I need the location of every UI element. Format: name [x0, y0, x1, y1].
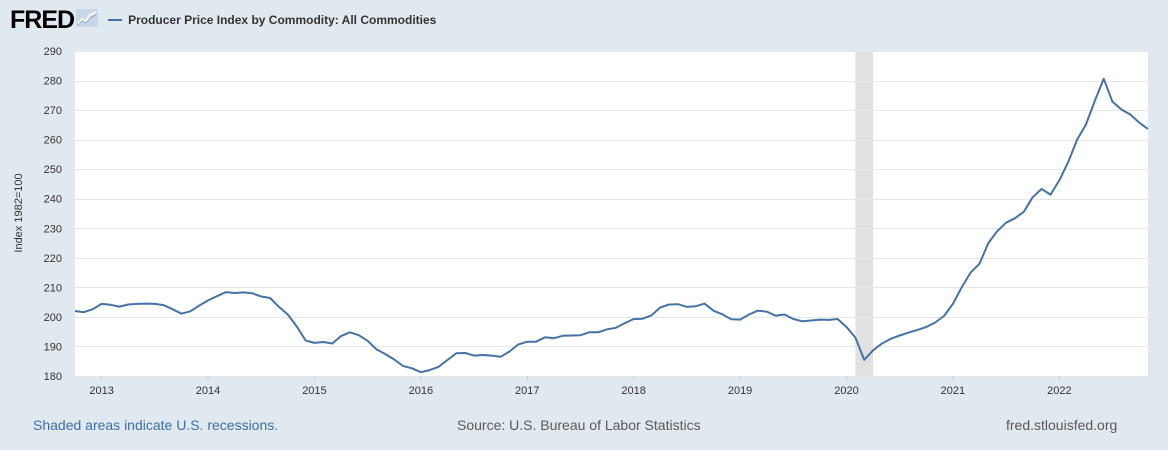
y-tick-label-290: 290 [44, 46, 62, 58]
x-tick-label-2019: 2019 [728, 385, 752, 397]
x-tick-label-2016: 2016 [409, 385, 433, 397]
x-tick-label-2014: 2014 [196, 385, 220, 397]
chart-legend: Producer Price Index by Commodity: All C… [108, 13, 436, 27]
x-tick-label-2021: 2021 [941, 385, 965, 397]
y-tick-label-270: 270 [44, 105, 62, 117]
recession-band-0 [855, 51, 874, 376]
y-tick-label-180: 180 [44, 371, 62, 383]
site-url-link[interactable]: fred.stlouisfed.org [1006, 417, 1118, 433]
fred-logo[interactable]: FRED [10, 5, 99, 35]
y-tick-label-200: 200 [44, 312, 62, 324]
series-layer [74, 77, 1149, 374]
recession-note: Shaded areas indicate U.S. recessions. [33, 417, 279, 433]
y-tick-label-190: 190 [44, 341, 62, 353]
source-note: Source: U.S. Bureau of Labor Statistics [457, 417, 701, 433]
y-tick-label-260: 260 [44, 135, 62, 147]
legend-line-swatch [108, 19, 123, 21]
y-axis-title: Index 1982=100 [13, 173, 25, 252]
recession-shading-layer [855, 51, 874, 376]
y-tick-label-280: 280 [44, 76, 62, 88]
y-tick-label-210: 210 [44, 282, 62, 294]
x-tick-label-2020: 2020 [834, 385, 858, 397]
x-axis-ticks: 2013 2014 2015 2016 2017 2018 2019 2020 2021 2022 [89, 376, 1072, 397]
plot-area [75, 51, 1148, 376]
y-axis-ticks: 180 190 200 210 220 230 240 250 260 270 280 290 [44, 46, 62, 383]
y-tick-label-230: 230 [44, 223, 62, 235]
x-tick-label-2015: 2015 [302, 385, 326, 397]
series-line-0[interactable] [74, 77, 1149, 374]
x-tick-label-2018: 2018 [621, 385, 645, 397]
y-tick-label-220: 220 [44, 253, 62, 265]
x-tick-label-2013: 2013 [89, 385, 113, 397]
y-tick-label-240: 240 [44, 194, 62, 206]
gridlines [75, 51, 1148, 377]
fred-logo-text: FRED [10, 5, 75, 34]
y-tick-label-250: 250 [44, 164, 62, 176]
fred-logo-chart-icon [76, 8, 99, 32]
x-tick-label-2017: 2017 [515, 385, 539, 397]
chart-header: FRED Producer Price Index by Commodity: … [10, 6, 436, 34]
legend-series-label[interactable]: Producer Price Index by Commodity: All C… [128, 13, 437, 27]
x-tick-label-2022: 2022 [1047, 385, 1071, 397]
